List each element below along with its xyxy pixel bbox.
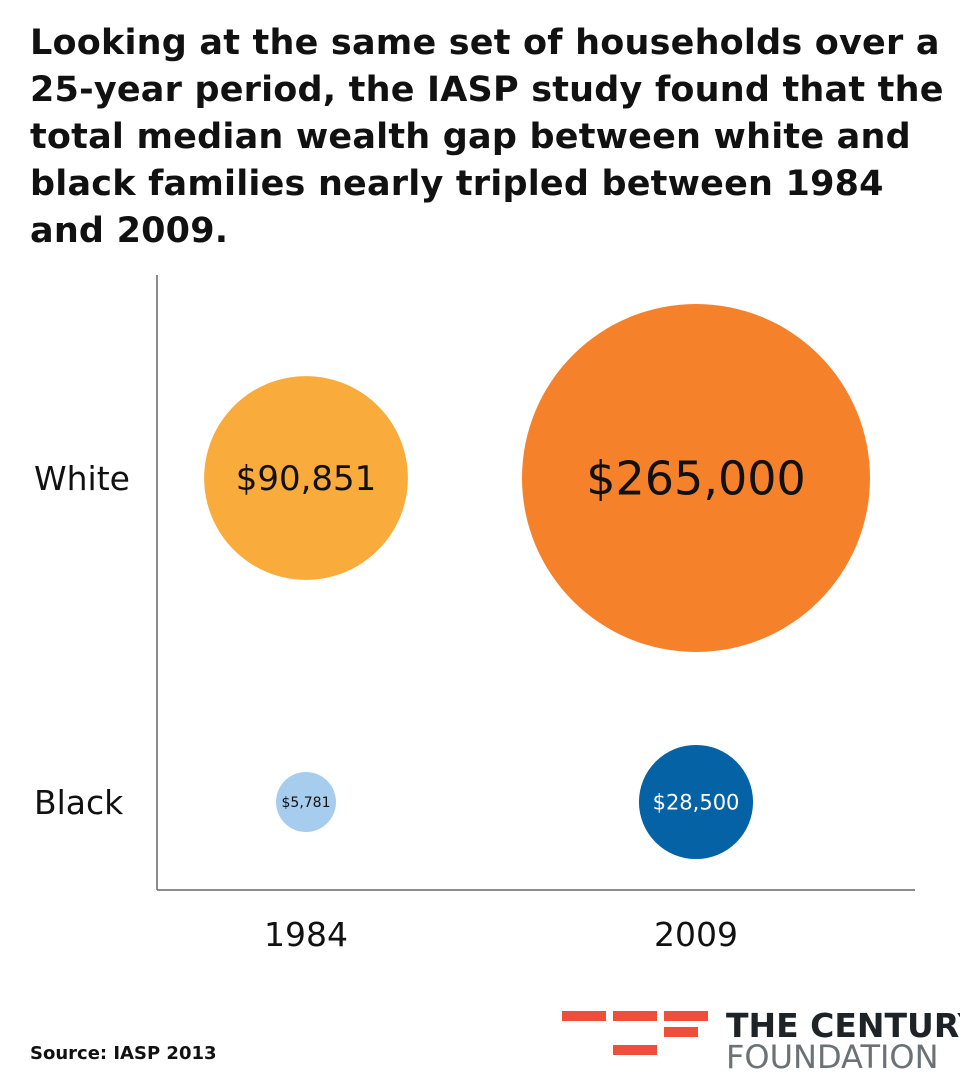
logo-mark	[562, 1011, 708, 1055]
bubble-value-label: $28,500	[653, 791, 740, 815]
bubble-white-1984	[204, 376, 408, 580]
x-tick-label: 1984	[264, 915, 348, 954]
y-tick-label: White	[34, 459, 130, 498]
century-foundation-logo: THE CENTURY FOUNDATION	[562, 1008, 960, 1072]
bubble-chart: $90,851 $265,000 $5,781 $28,500 White Black 19…	[34, 275, 915, 954]
bubble-value-label: $90,851	[236, 459, 377, 499]
logo-line1: THE CENTURY	[726, 1008, 960, 1045]
bubble-black-1984	[276, 772, 336, 832]
source-note: Source: IASP 2013	[30, 1043, 217, 1064]
bubble-value-label: $5,781	[282, 795, 331, 811]
x-tick-label: 2009	[654, 915, 738, 954]
logo-line2: FOUNDATION	[726, 1038, 939, 1072]
bubble-black-2009	[638, 744, 754, 860]
bubble-white-2009	[522, 304, 870, 652]
chart-title: Looking at the same set of households ov…	[30, 23, 944, 251]
y-tick-label: Black	[34, 783, 124, 822]
bubble-value-label: $265,000	[586, 452, 806, 506]
